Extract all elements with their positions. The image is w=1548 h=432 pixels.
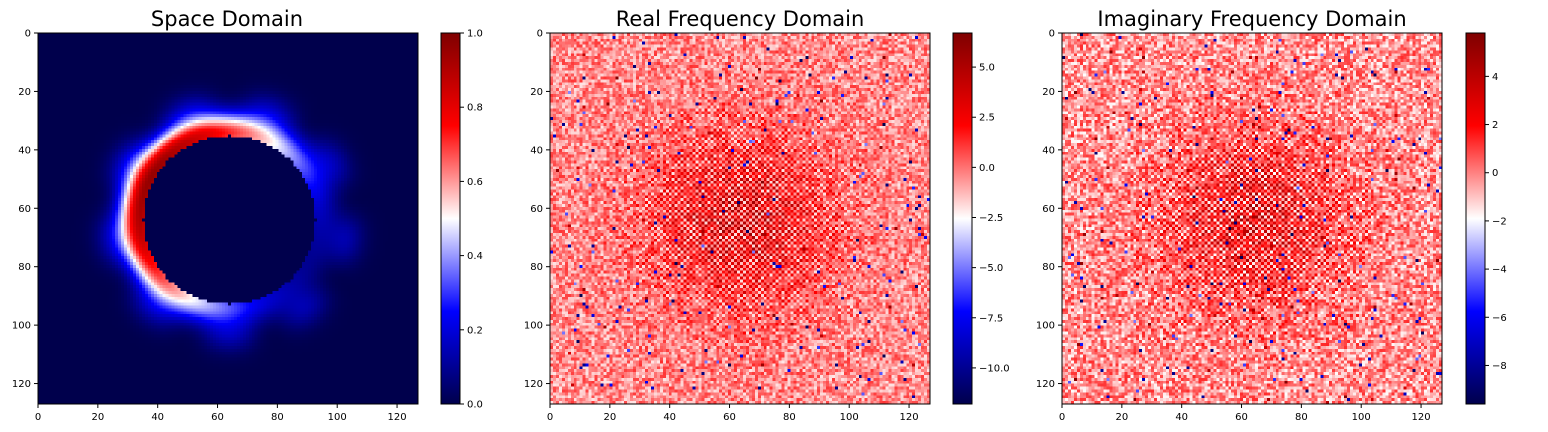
- colorbar-tick-label: −4: [1492, 265, 1507, 276]
- y-tick-label: 120: [12, 379, 31, 390]
- x-tick-label: 120: [1412, 412, 1431, 423]
- x-tick-label: 40: [663, 412, 676, 423]
- chart-panel-2: Real Frequency Domain 0 20 40 60 80 100 120 0 20 4…: [524, 7, 1010, 423]
- y-tick-label: 80: [18, 262, 31, 273]
- y-tick-label: 0: [1049, 29, 1055, 40]
- chart-panel-1: Space Domain 0 20 40 60 80 100 120 0 20 40 60 80 100 1…: [12, 7, 483, 423]
- x-tick-label: 100: [1352, 412, 1371, 423]
- colorbar: 0.0 0.2 0.4 0.6 0.8 1.0: [440, 29, 483, 411]
- heatmap-image: [550, 33, 930, 404]
- y-tick-label: 60: [530, 204, 543, 215]
- plot-frame: [37, 32, 419, 405]
- y-tick-label: 40: [18, 145, 31, 156]
- plot-frame: [1061, 32, 1443, 405]
- y-tick-label: 40: [530, 145, 543, 156]
- colorbar: −8 −6 −4 −2 0 2 4: [1465, 32, 1507, 405]
- colorbar-frame: [952, 32, 973, 405]
- y-tick-label: 60: [1042, 204, 1055, 215]
- colorbar-tick-label: 2.5: [979, 113, 995, 124]
- plot-frame: [549, 32, 931, 405]
- colorbar-tick-label: 0.0: [979, 163, 995, 174]
- x-tick-label: 20: [91, 412, 104, 423]
- y-tick-label: 40: [1042, 145, 1055, 156]
- chart-title: Space Domain: [151, 7, 303, 31]
- y-tick-label: 80: [1042, 262, 1055, 273]
- x-tick-label: 0: [35, 412, 41, 423]
- colorbar-tick-label: −5.0: [979, 263, 1003, 274]
- x-tick-label: 60: [211, 412, 224, 423]
- y-tick-label: 20: [530, 87, 543, 98]
- colorbar-tick-label: 0.0: [467, 400, 483, 411]
- y-tick-label: 120: [1036, 379, 1055, 390]
- colorbar-frame: [1465, 32, 1486, 405]
- colorbar-tick-label: 0.6: [467, 177, 483, 188]
- colorbar-tick-label: 1.0: [467, 29, 483, 40]
- colorbar-tick-label: 0: [1492, 168, 1498, 179]
- x-tick-label: 100: [840, 412, 859, 423]
- x-tick-label: 120: [900, 412, 919, 423]
- colorbar-tick-label: 5.0: [979, 63, 995, 74]
- chart-title: Real Frequency Domain: [616, 7, 865, 31]
- x-tick-label: 20: [1115, 412, 1128, 423]
- colorbar-tick-label: −10.0: [979, 363, 1010, 374]
- y-tick-label: 20: [1042, 87, 1055, 98]
- x-tick-label: 120: [388, 412, 407, 423]
- y-tick-label: 0: [25, 29, 31, 40]
- colorbar-gradient: [1466, 33, 1485, 404]
- x-tick-label: 40: [151, 412, 164, 423]
- y-tick-label: 120: [524, 379, 543, 390]
- x-tick-label: 80: [783, 412, 796, 423]
- colorbar-tick-label: −7.5: [979, 313, 1003, 324]
- x-tick-label: 20: [603, 412, 616, 423]
- y-tick-label: 80: [530, 262, 543, 273]
- x-tick-label: 80: [271, 412, 284, 423]
- x-tick-label: 0: [547, 412, 553, 423]
- colorbar-tick-label: 0.4: [467, 251, 483, 262]
- colorbar-frame: [440, 32, 461, 405]
- colorbar-tick-label: −2: [1492, 216, 1507, 227]
- x-tick-label: 60: [723, 412, 736, 423]
- colorbar-tick-label: −8: [1492, 361, 1507, 372]
- colorbar-tick-label: −6: [1492, 313, 1507, 324]
- x-tick-label: 60: [1235, 412, 1248, 423]
- heatmap-image: [1062, 33, 1442, 404]
- heatmap-image: [38, 33, 418, 404]
- y-tick-label: 100: [12, 321, 31, 332]
- x-tick-label: 0: [1059, 412, 1065, 423]
- colorbar-tick-label: 0.8: [467, 103, 483, 114]
- y-tick-label: 0: [537, 29, 543, 40]
- colorbar-tick-label: 0.2: [467, 325, 483, 336]
- chart-title: Imaginary Frequency Domain: [1097, 7, 1406, 31]
- x-tick-label: 40: [1175, 412, 1188, 423]
- x-tick-label: 100: [328, 412, 347, 423]
- colorbar-tick-label: 4: [1492, 72, 1498, 83]
- colorbar-gradient: [953, 33, 972, 404]
- y-tick-label: 20: [18, 87, 31, 98]
- y-tick-label: 60: [18, 204, 31, 215]
- x-tick-label: 80: [1295, 412, 1308, 423]
- y-tick-label: 100: [524, 321, 543, 332]
- colorbar-tick-label: 2: [1492, 120, 1498, 131]
- colorbar-gradient: [441, 33, 460, 404]
- colorbar-tick-label: −2.5: [979, 213, 1003, 224]
- colorbar: −10.0 −7.5 −5.0 −2.5 0.0 2.5 5.0: [952, 32, 1010, 405]
- y-tick-label: 100: [1036, 321, 1055, 332]
